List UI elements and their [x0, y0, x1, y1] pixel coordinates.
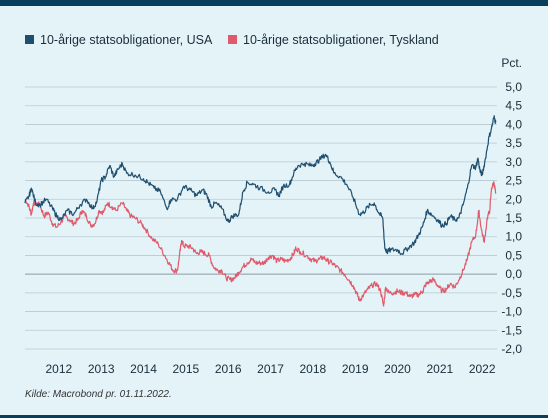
legend-swatch-usa: [25, 35, 34, 44]
y-tick-label: 1,0: [505, 230, 522, 244]
y-tick-label: 3,5: [505, 136, 522, 150]
x-tick-label: 2015: [173, 362, 200, 376]
x-tick-label: 2017: [257, 362, 284, 376]
source-note: Kilde: Macrobond pr. 01.11.2022.: [25, 389, 172, 400]
legend-label-germany: 10-årige statsobligationer, Tyskland: [243, 33, 439, 47]
series-line-germany: [24, 181, 497, 307]
y-tick-label: -1,0: [501, 305, 522, 319]
legend: 10-årige statsobligationer, USA 10-årige…: [25, 33, 439, 47]
series-line-usa: [24, 115, 497, 256]
y-tick-label: 2,5: [505, 174, 522, 188]
y-tick-label: 1,5: [505, 211, 522, 225]
x-tick-label: 2016: [215, 362, 242, 376]
x-tick-label: 2014: [130, 362, 157, 376]
legend-swatch-germany: [228, 35, 237, 44]
y-tick-label: 5,0: [505, 80, 522, 94]
y-tick-label: 4,0: [505, 117, 522, 131]
y-tick-label: -1,5: [501, 323, 522, 337]
x-tick-label: 2020: [384, 362, 411, 376]
y-tick-label: 2,0: [505, 192, 522, 206]
x-axis-ticks: 2012 2013 2014 2015 2016 2017 2018 2019 2020 2021…: [46, 362, 496, 376]
series-lines: [24, 115, 497, 307]
x-tick-label: 2019: [342, 362, 369, 376]
legend-label-usa: 10-årige statsobligationer, USA: [40, 33, 213, 47]
y-tick-label: -2,0: [501, 342, 522, 356]
y-tick-label: 0,0: [505, 267, 522, 281]
x-tick-label: 2013: [88, 362, 115, 376]
x-tick-label: 2018: [300, 362, 327, 376]
y-tick-label: 0,5: [505, 248, 522, 262]
y-axis-ticks: 5,0 4,5 4,0 3,5 3,0 2,5 2,0 1,5 1,0 0,5 0,0 -0,5 -1,…: [501, 80, 522, 356]
y-tick-label: 4,5: [505, 99, 522, 113]
y-tick-label: 3,0: [505, 155, 522, 169]
x-tick-label: 2021: [427, 362, 454, 376]
x-tick-label: 2012: [46, 362, 73, 376]
x-tick-label: 2022: [469, 362, 496, 376]
y-tick-label: -0,5: [501, 286, 522, 300]
y-axis-unit: Pct.: [501, 56, 522, 70]
